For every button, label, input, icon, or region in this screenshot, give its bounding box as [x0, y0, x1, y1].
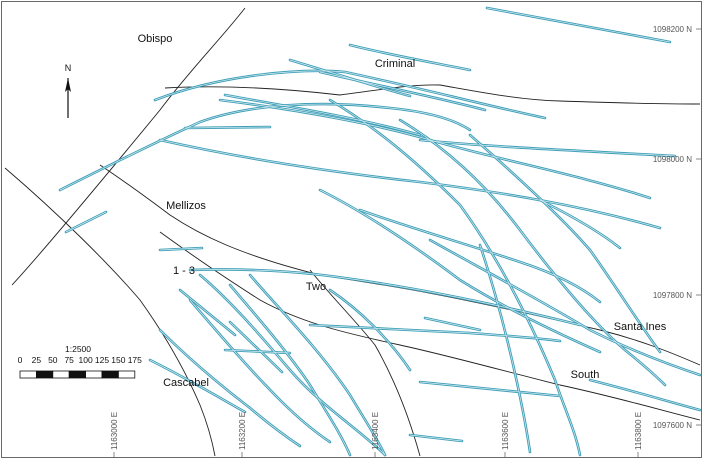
place-label: Santa Ines — [614, 321, 667, 333]
place-label: Obispo — [138, 33, 173, 45]
scale-tick-label: 0 — [18, 355, 23, 365]
northing-label: 1097600 N — [653, 421, 692, 430]
scale-tick-label: 125 — [95, 355, 109, 365]
place-label: Two — [306, 281, 326, 293]
place-label: Mellizos — [166, 200, 206, 212]
north-label: N — [65, 63, 72, 73]
scale-segment — [85, 370, 103, 379]
scale-tick-label: 150 — [111, 355, 125, 365]
easting-label: 1163600 E — [501, 412, 510, 450]
easting-label: 1163800 E — [634, 412, 643, 450]
scale-segment — [36, 370, 54, 379]
place-label: Criminal — [375, 58, 415, 70]
scale-tick-label: 50 — [48, 355, 58, 365]
scale-tick-label: 25 — [32, 355, 42, 365]
scale-ratio: 1:2500 — [65, 344, 91, 354]
easting-label: 1163200 E — [238, 412, 247, 450]
northing-label: 1098000 N — [653, 155, 692, 164]
place-label: Cascabel — [163, 377, 209, 389]
labels: Obispo Criminal Mellizos 1 - 3 Two Santa Ines… — [110, 25, 701, 457]
north-arrow: N — [65, 63, 72, 118]
scale-segment — [52, 370, 70, 379]
scale-segment — [101, 370, 119, 379]
northing-label: 1097800 N — [653, 291, 692, 300]
northing-label: 1098200 N — [653, 25, 692, 34]
scale-tick-label: 100 — [79, 355, 93, 365]
easting-label: 1163000 E — [110, 412, 119, 450]
place-label: 1 - 3 — [173, 265, 195, 277]
easting-label: 1163400 E — [371, 412, 380, 450]
place-label: South — [571, 369, 600, 381]
scale-tick-label: 175 — [128, 355, 142, 365]
scale-segment — [68, 370, 86, 379]
scale-bar: 1:2500 0 25 50 75 100 125 150 175 — [18, 344, 142, 379]
scale-tick-label: 75 — [64, 355, 74, 365]
scale-segment — [118, 370, 136, 379]
scale-segment — [19, 370, 37, 379]
